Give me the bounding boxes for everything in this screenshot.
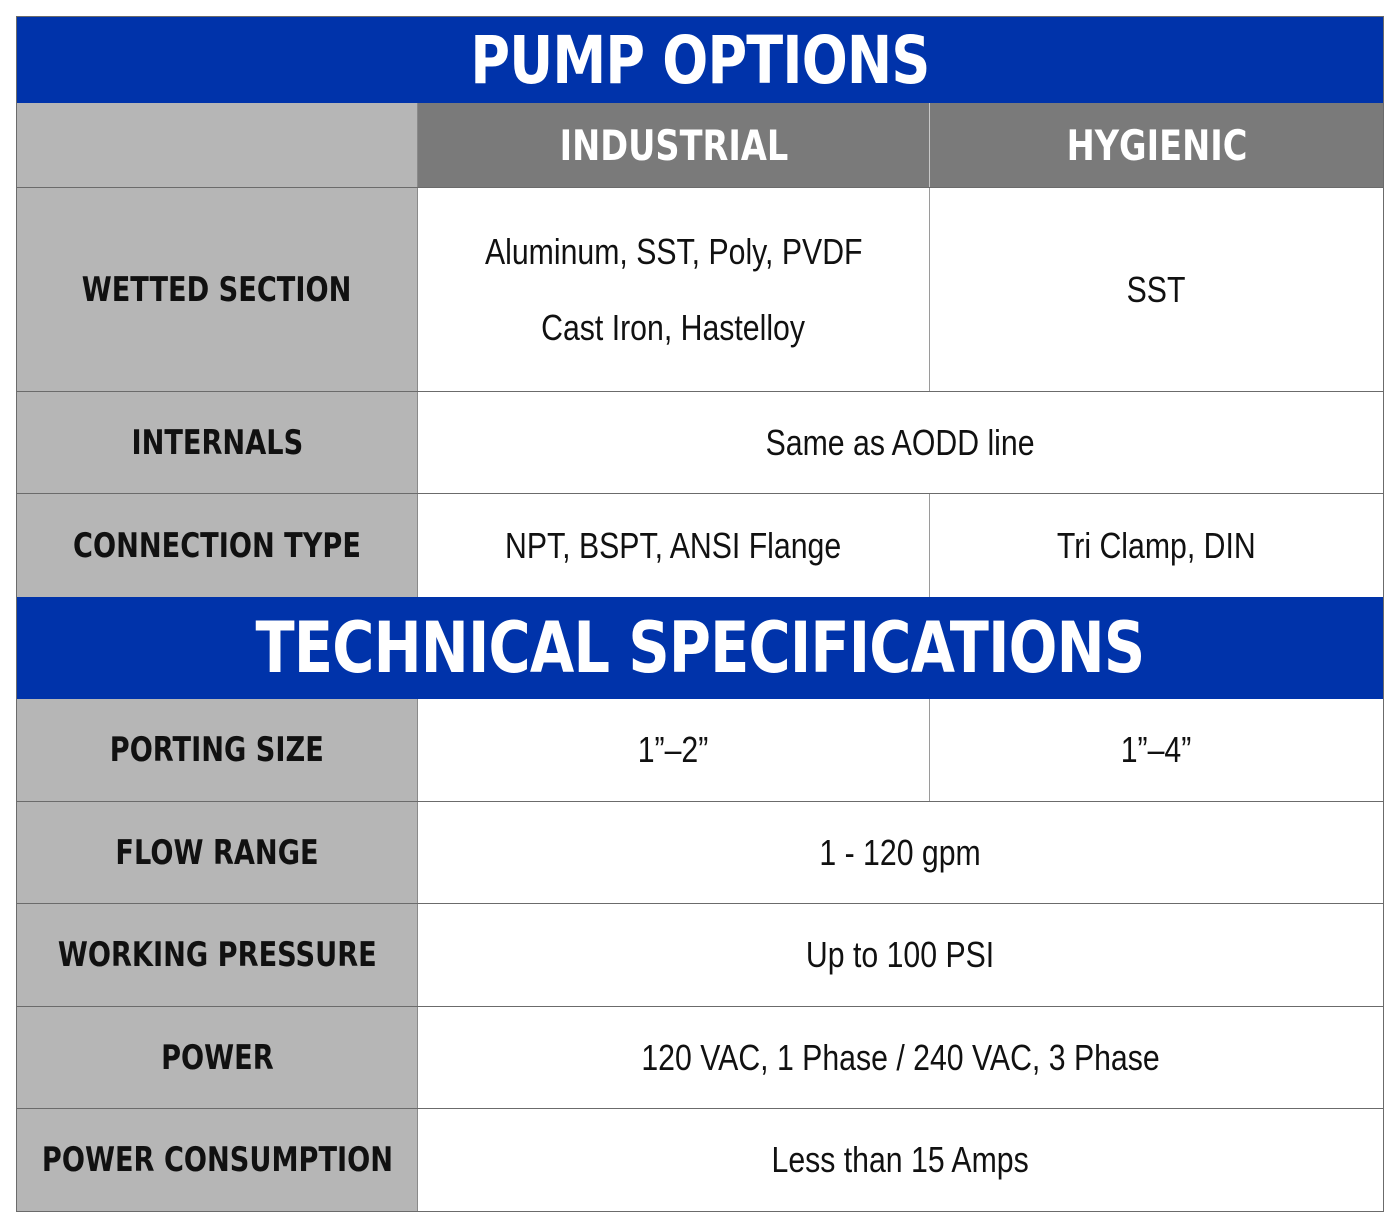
porting-hygienic-cell: 1”–4” bbox=[930, 699, 1383, 801]
technical-specifications-banner: TECHNICAL SPECIFICATIONS bbox=[17, 597, 1383, 699]
porting-industrial-value: 1”–2” bbox=[638, 729, 709, 770]
table-row: WORKING PRESSURE Up to 100 PSI bbox=[17, 904, 1383, 1007]
power-consumption-value: Less than 15 Amps bbox=[771, 1139, 1030, 1180]
table-row: CONNECTION TYPE NPT, BSPT, ANSI Flange T… bbox=[17, 494, 1383, 597]
row-label: PORTING SIZE bbox=[17, 699, 418, 801]
header-empty-cell bbox=[17, 103, 418, 187]
connection-hygienic-cell: Tri Clamp, DIN bbox=[930, 494, 1383, 597]
pump-options-banner: PUMP OPTIONS bbox=[17, 17, 1383, 103]
row-label: CONNECTION TYPE bbox=[17, 494, 418, 597]
table-row: POWER CONSUMPTION Less than 15 Amps bbox=[17, 1109, 1383, 1211]
table-row: INTERNALS Same as AODD line bbox=[17, 392, 1383, 494]
internals-value-cell: Same as AODD line bbox=[418, 392, 1383, 493]
row-label-text: INTERNALS bbox=[131, 422, 303, 463]
row-label-text: CONNECTION TYPE bbox=[73, 525, 361, 566]
internals-value: Same as AODD line bbox=[766, 421, 1035, 463]
row-label-text: PORTING SIZE bbox=[109, 730, 325, 770]
connection-industrial-cell: NPT, BSPT, ANSI Flange bbox=[418, 494, 930, 597]
row-label-text: POWER CONSUMPTION bbox=[41, 1140, 393, 1180]
power-value: 120 VAC, 1 Phase / 240 VAC, 3 Phase bbox=[641, 1036, 1160, 1078]
row-label-text: FLOW RANGE bbox=[115, 832, 319, 873]
table-row: PORTING SIZE 1”–2” 1”–4” bbox=[17, 699, 1383, 802]
row-label: WETTED SECTION bbox=[17, 188, 418, 391]
table-row: WETTED SECTION Aluminum, SST, Poly, PVDF… bbox=[17, 188, 1383, 392]
row-label-text: POWER bbox=[160, 1037, 274, 1078]
porting-industrial-cell: 1”–2” bbox=[418, 699, 930, 801]
porting-hygienic-value: 1”–4” bbox=[1121, 729, 1192, 770]
row-label: POWER CONSUMPTION bbox=[17, 1109, 418, 1211]
working-pressure-value-cell: Up to 100 PSI bbox=[418, 904, 1383, 1006]
power-consumption-value-cell: Less than 15 Amps bbox=[418, 1109, 1383, 1211]
flow-range-value-cell: 1 - 120 gpm bbox=[418, 802, 1383, 903]
row-label-text: WETTED SECTION bbox=[82, 269, 352, 310]
row-label: POWER bbox=[17, 1007, 418, 1108]
wetted-industrial-cell: Aluminum, SST, Poly, PVDF Cast Iron, Has… bbox=[418, 188, 930, 391]
flow-range-value: 1 - 120 gpm bbox=[819, 831, 982, 873]
wetted-industrial-line-1: Aluminum, SST, Poly, PVDF bbox=[484, 230, 863, 272]
column-header-industrial-label: INDUSTRIAL bbox=[559, 120, 788, 170]
power-value-cell: 120 VAC, 1 Phase / 240 VAC, 3 Phase bbox=[418, 1007, 1383, 1108]
wetted-industrial-line-2: Cast Iron, Hastelloy bbox=[541, 306, 806, 348]
technical-specifications-title: TECHNICAL SPECIFICATIONS bbox=[255, 607, 1146, 689]
connection-industrial-value: NPT, BSPT, ANSI Flange bbox=[505, 524, 842, 566]
pump-options-title: PUMP OPTIONS bbox=[470, 21, 930, 99]
row-label: FLOW RANGE bbox=[17, 802, 418, 903]
working-pressure-value: Up to 100 PSI bbox=[806, 934, 995, 975]
row-label-text: WORKING PRESSURE bbox=[57, 935, 377, 975]
column-header-hygienic-label: HYGIENIC bbox=[1066, 120, 1247, 170]
connection-hygienic-value: Tri Clamp, DIN bbox=[1057, 524, 1256, 566]
row-label: INTERNALS bbox=[17, 392, 418, 493]
row-label: WORKING PRESSURE bbox=[17, 904, 418, 1006]
column-header-industrial: INDUSTRIAL bbox=[418, 103, 930, 187]
table-row: FLOW RANGE 1 - 120 gpm bbox=[17, 802, 1383, 904]
column-header-hygienic: HYGIENIC bbox=[930, 103, 1383, 187]
spec-sheet: PUMP OPTIONS INDUSTRIAL HYGIENIC WETTED … bbox=[16, 16, 1384, 1212]
column-header-row: INDUSTRIAL HYGIENIC bbox=[17, 103, 1383, 188]
table-row: POWER 120 VAC, 1 Phase / 240 VAC, 3 Phas… bbox=[17, 1007, 1383, 1109]
wetted-hygienic-value: SST bbox=[1127, 268, 1186, 310]
wetted-hygienic-cell: SST bbox=[930, 188, 1383, 391]
